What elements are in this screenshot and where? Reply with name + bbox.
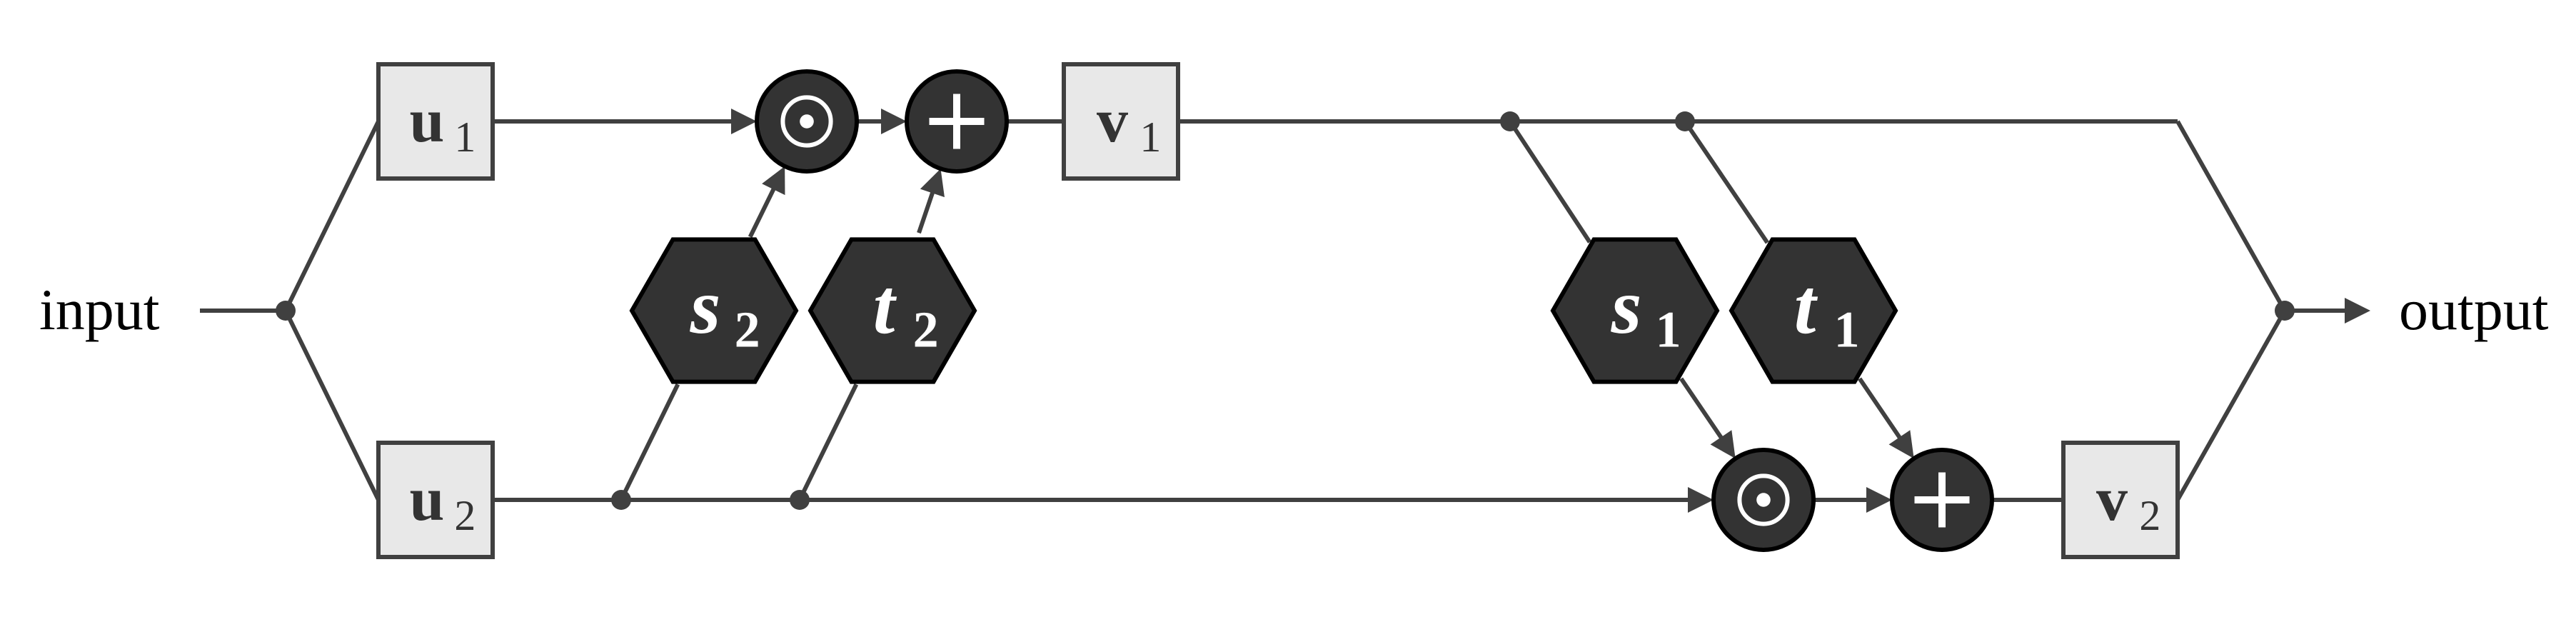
t2-label: t bbox=[873, 263, 897, 350]
s1-sub: 1 bbox=[1656, 301, 1681, 358]
v2-sub: 2 bbox=[2139, 492, 2160, 539]
v2-label: v bbox=[2096, 465, 2128, 534]
u2-label: u bbox=[410, 465, 445, 534]
v1-label: v bbox=[1097, 86, 1128, 156]
t2-sub: 2 bbox=[913, 301, 939, 358]
t1-sub: 1 bbox=[1834, 301, 1860, 358]
odot2-dot bbox=[800, 114, 814, 129]
odot1-dot bbox=[1756, 493, 1771, 507]
j-u2-s2-dot bbox=[611, 490, 631, 510]
j-u2-t2-dot bbox=[790, 490, 810, 510]
split-dot bbox=[276, 301, 296, 321]
edges-layer bbox=[200, 109, 2370, 513]
input-label: input bbox=[39, 277, 160, 342]
u2-sub: 2 bbox=[454, 492, 476, 539]
merge-dot bbox=[2275, 301, 2295, 321]
u1-label: u bbox=[410, 86, 445, 156]
v1-sub: 1 bbox=[1139, 114, 1161, 161]
s2-sub: 2 bbox=[735, 301, 760, 358]
nodes-layer bbox=[378, 64, 2178, 557]
j-v1-t1-dot bbox=[1675, 111, 1695, 131]
j-v1-s1-dot bbox=[1500, 111, 1520, 131]
output-label: output bbox=[2399, 277, 2549, 342]
s1-label: s bbox=[1611, 263, 1642, 350]
s2-label: s bbox=[690, 263, 721, 350]
u1-sub: 1 bbox=[454, 114, 476, 161]
coupling-layer-diagram: u1u2s2t2v1s1t1v2inputoutput bbox=[0, 0, 2576, 622]
t1-label: t bbox=[1794, 263, 1818, 350]
